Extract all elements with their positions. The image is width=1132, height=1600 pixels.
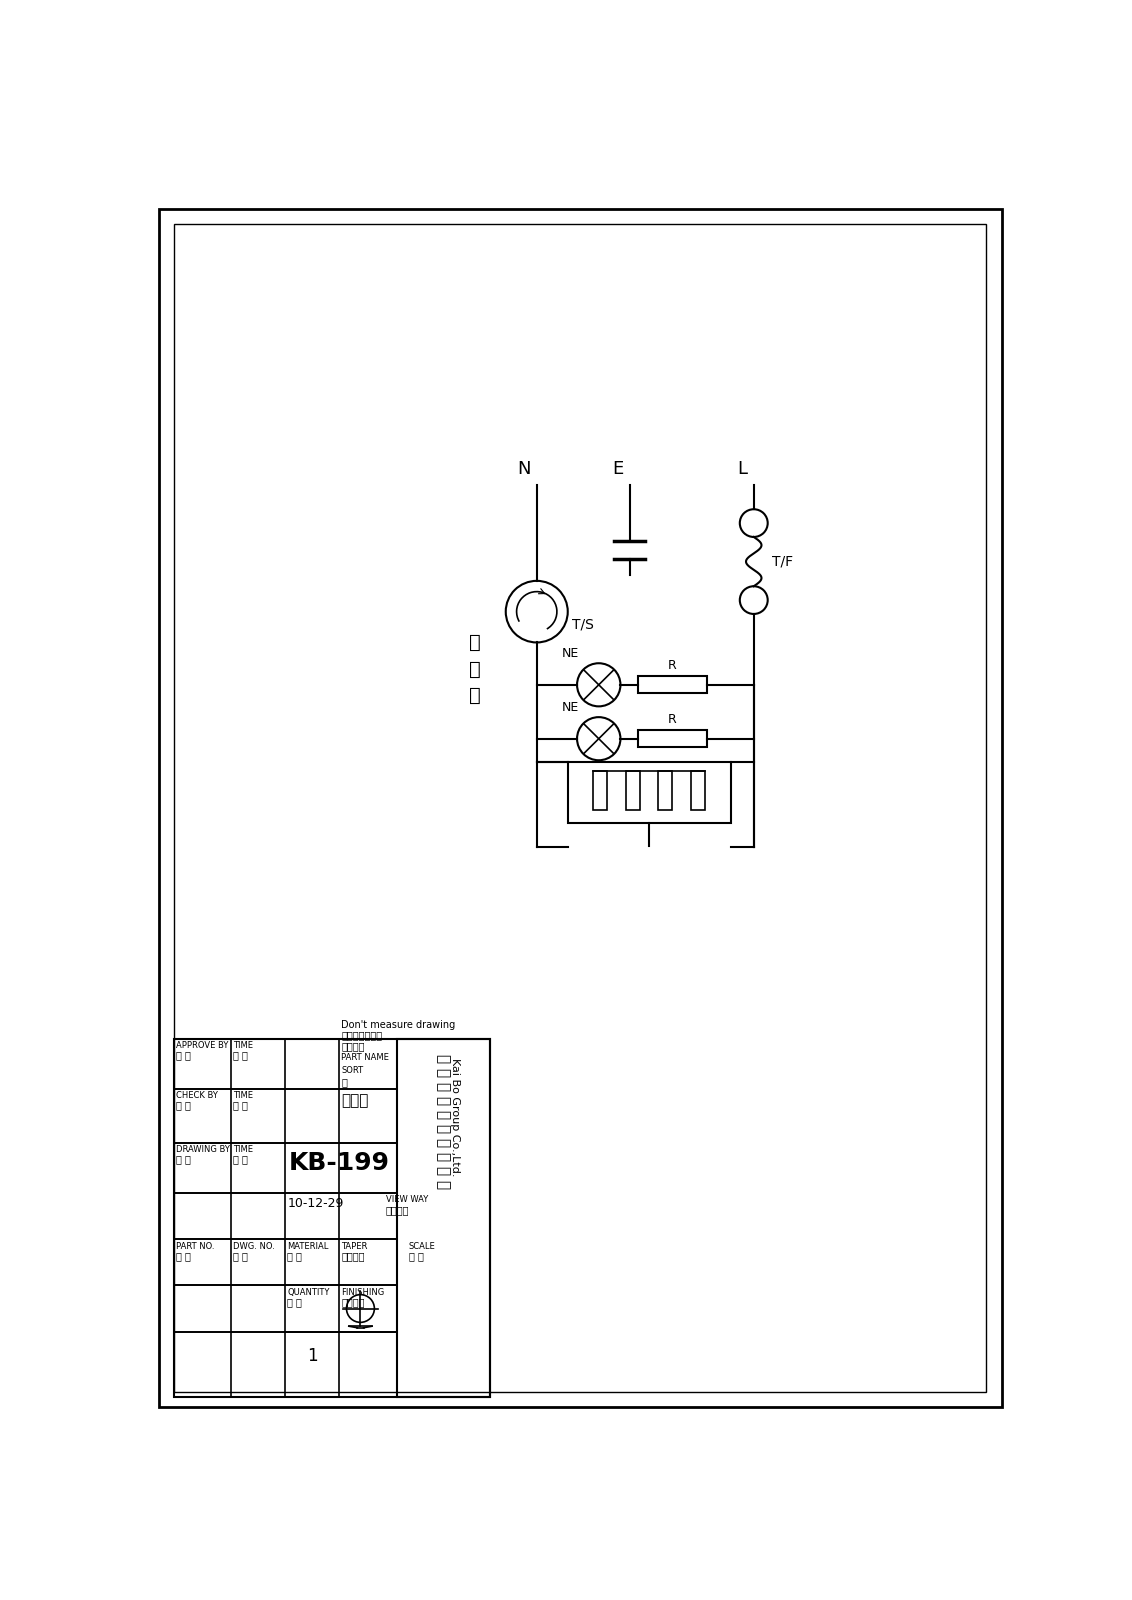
Text: NE: NE	[561, 701, 578, 714]
Text: TAPER: TAPER	[342, 1242, 368, 1251]
Text: 10-12-29: 10-12-29	[288, 1197, 344, 1210]
Text: 数 量: 数 量	[288, 1298, 302, 1307]
Text: 员 员: 员 员	[177, 1101, 191, 1110]
Text: E: E	[612, 461, 624, 478]
Text: DRAWING BY: DRAWING BY	[177, 1146, 230, 1154]
Text: 表面处理: 表面处理	[342, 1298, 365, 1307]
Text: DWG. NO.: DWG. NO.	[233, 1242, 275, 1251]
Text: CHECK BY: CHECK BY	[177, 1091, 218, 1101]
Text: TIME: TIME	[233, 1042, 252, 1050]
Text: 时 间: 时 间	[233, 1051, 248, 1061]
Bar	[637, 677, 708, 693]
Text: APPROVE BY: APPROVE BY	[177, 1042, 229, 1050]
Text: 时 间: 时 间	[233, 1155, 248, 1165]
Text: 锥面角度: 锥面角度	[342, 1251, 365, 1261]
Text: L: L	[738, 461, 747, 478]
Text: 1: 1	[307, 1347, 317, 1365]
Text: 图 号: 图 号	[233, 1251, 248, 1261]
Bar	[626, 771, 640, 810]
Text: TIME: TIME	[233, 1146, 252, 1154]
Text: 参考尺寸勿测量: 参考尺寸勿测量	[342, 1030, 383, 1040]
Text: KB-199: KB-199	[289, 1150, 389, 1174]
Text: 材 质: 材 质	[288, 1251, 302, 1261]
Text: TIME: TIME	[233, 1091, 252, 1101]
Text: 投影方式: 投影方式	[386, 1205, 409, 1216]
Text: 宁 波 凯 博 集 团 有 限 公 司: 宁 波 凯 博 集 团 有 限 公 司	[436, 1054, 452, 1189]
Bar	[637, 730, 708, 747]
Text: FINISHING: FINISHING	[342, 1288, 385, 1296]
Text: Kai Bo Group Co.,Ltd.: Kai Bo Group Co.,Ltd.	[451, 1058, 461, 1176]
Text: 电路图: 电路图	[342, 1093, 369, 1107]
Bar	[397, 1038, 490, 1397]
Bar	[659, 771, 672, 810]
Text: R: R	[668, 712, 677, 726]
Text: T/S: T/S	[572, 618, 593, 632]
Text: SCALE: SCALE	[409, 1242, 436, 1251]
Text: R: R	[668, 659, 677, 672]
Text: 时 间: 时 间	[233, 1101, 248, 1110]
Bar	[593, 771, 607, 810]
Text: VIEW WAY: VIEW WAY	[386, 1195, 428, 1205]
Text: 制 图: 制 图	[177, 1155, 191, 1165]
Text: PART NAME: PART NAME	[342, 1053, 389, 1062]
Text: QUANTITY: QUANTITY	[288, 1288, 329, 1296]
Text: 客
厅
图: 客 厅 图	[469, 634, 481, 706]
Text: NE: NE	[561, 646, 578, 661]
Bar	[568, 762, 730, 824]
Text: 审 判: 审 判	[177, 1051, 191, 1061]
Text: 仕: 仕	[342, 1077, 348, 1088]
Bar	[174, 1038, 490, 1397]
Text: N: N	[517, 461, 531, 478]
Text: Don't measure drawing: Don't measure drawing	[342, 1019, 456, 1030]
Text: SORT: SORT	[342, 1066, 363, 1075]
Text: 零件名称: 零件名称	[342, 1042, 365, 1051]
Text: 比 例: 比 例	[409, 1251, 423, 1261]
Text: 零 号: 零 号	[177, 1251, 191, 1261]
Text: T/F: T/F	[772, 555, 792, 568]
Bar	[691, 771, 705, 810]
Text: PART NO.: PART NO.	[177, 1242, 215, 1251]
Text: MATERIAL: MATERIAL	[288, 1242, 328, 1251]
